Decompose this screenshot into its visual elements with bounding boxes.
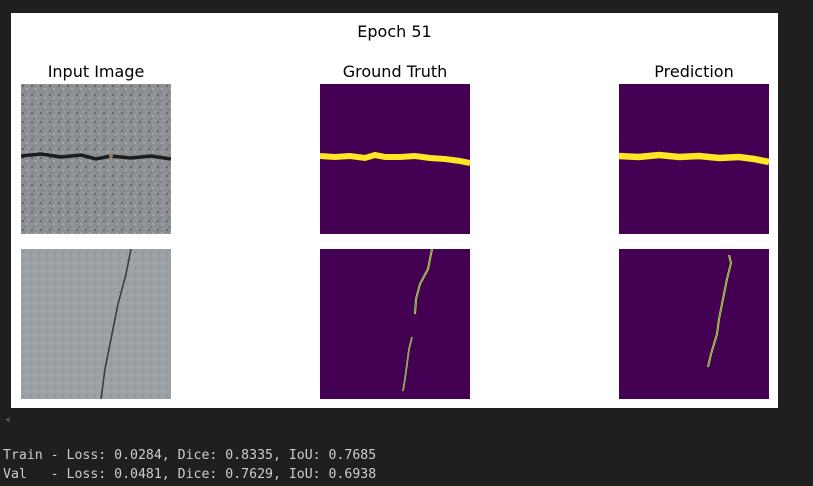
val-metrics-line: Val - Loss: 0.0481, Dice: 0.7629, IoU: 0… xyxy=(3,467,377,482)
prediction-mask-row-2 xyxy=(619,249,769,399)
training-log-output: Train - Loss: 0.0284, Dice: 0.8335, IoU:… xyxy=(3,446,376,484)
ground-truth-mask-row-2 xyxy=(320,249,470,399)
input-image-row-2 xyxy=(21,249,171,399)
ground-truth-mask-row-1 xyxy=(320,84,470,234)
scroll-left-arrow-icon[interactable]: ◂ xyxy=(5,415,10,425)
column-title-ground-truth: Ground Truth xyxy=(342,62,448,81)
figure-title: Epoch 51 xyxy=(357,22,432,41)
train-metrics-line: Train - Loss: 0.0284, Dice: 0.8335, IoU:… xyxy=(3,448,377,463)
matplotlib-figure: Epoch 51 Input Image Ground Truth Predic… xyxy=(11,13,778,408)
column-title-prediction: Prediction xyxy=(654,62,734,81)
column-title-input: Input Image xyxy=(47,62,145,81)
input-image-row-1 xyxy=(21,84,171,234)
prediction-mask-row-1 xyxy=(619,84,769,234)
